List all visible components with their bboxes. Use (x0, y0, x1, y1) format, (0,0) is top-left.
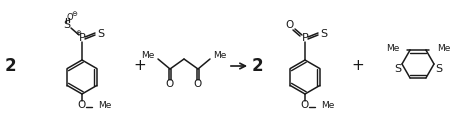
Text: Me: Me (437, 44, 450, 53)
Text: O: O (78, 100, 86, 110)
Text: ⊕: ⊕ (75, 30, 81, 36)
Text: Me: Me (142, 51, 155, 60)
Text: 2: 2 (251, 57, 263, 75)
Text: +: + (352, 58, 365, 74)
Text: P: P (79, 33, 85, 43)
Text: O: O (166, 79, 174, 89)
Text: Me: Me (321, 102, 334, 110)
Text: S: S (320, 29, 328, 39)
Text: O: O (67, 13, 73, 22)
Text: P: P (301, 33, 309, 43)
Text: O: O (301, 100, 309, 110)
Text: O: O (194, 79, 202, 89)
Text: S: S (435, 64, 442, 74)
Text: Me: Me (98, 102, 111, 110)
Text: 2: 2 (4, 57, 16, 75)
Text: Me: Me (387, 44, 400, 53)
Text: ⊖: ⊖ (71, 11, 77, 17)
Text: +: + (134, 58, 146, 74)
Text: Me: Me (213, 51, 227, 60)
Text: S: S (98, 29, 105, 39)
Text: S: S (64, 20, 71, 30)
Text: S: S (394, 64, 401, 74)
Text: O: O (286, 20, 294, 30)
